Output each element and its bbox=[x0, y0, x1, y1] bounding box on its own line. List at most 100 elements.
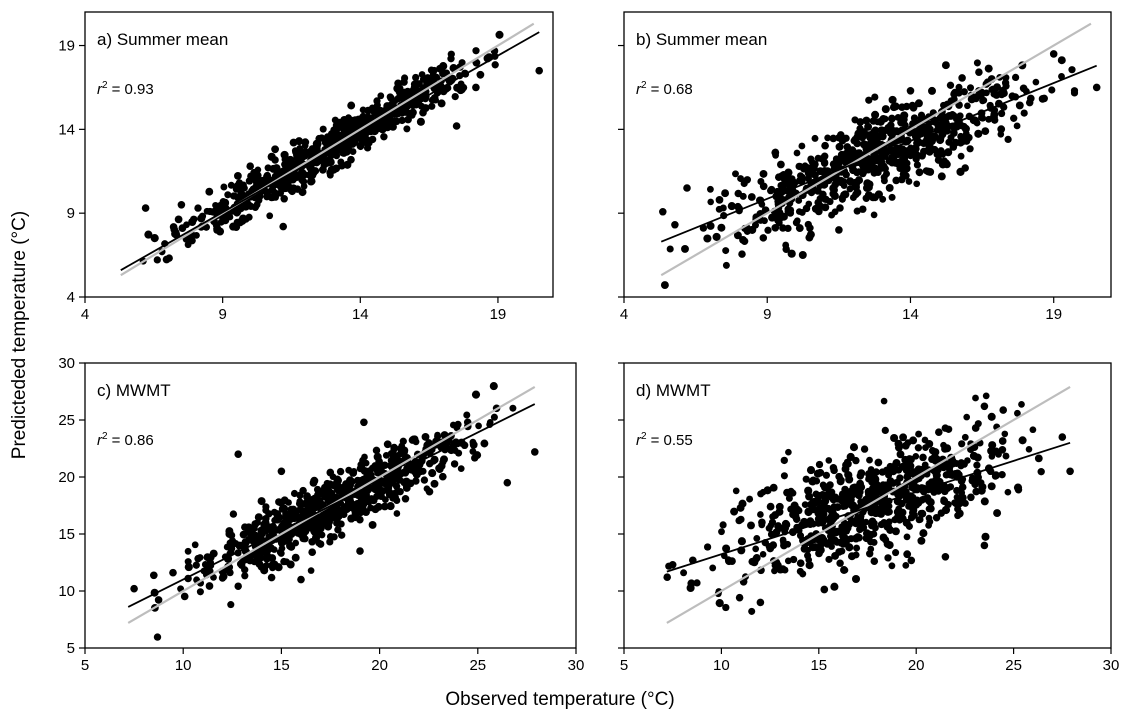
data-point bbox=[174, 215, 183, 224]
data-point bbox=[841, 566, 849, 574]
y-tick-label: 20 bbox=[58, 469, 75, 486]
data-point bbox=[808, 543, 817, 552]
data-point bbox=[935, 428, 943, 436]
data-point bbox=[937, 509, 946, 517]
data-point bbox=[287, 542, 296, 551]
data-point bbox=[326, 468, 335, 477]
data-point bbox=[295, 137, 304, 146]
data-point bbox=[858, 133, 867, 142]
data-point bbox=[930, 116, 938, 124]
x-tick-label: 25 bbox=[469, 657, 486, 674]
data-point bbox=[307, 164, 315, 172]
data-point bbox=[343, 126, 351, 134]
scatter-panel-3: 5 10 15 20 25 30 5 10 15 20 25 30 c) MWMT r2 = 0.86 bbox=[58, 355, 584, 674]
one-to-one-line bbox=[120, 22, 535, 277]
data-point bbox=[797, 172, 804, 180]
data-point bbox=[992, 447, 1001, 456]
data-point bbox=[829, 184, 838, 193]
data-point bbox=[936, 114, 944, 122]
data-point bbox=[922, 444, 929, 451]
data-point bbox=[998, 437, 1007, 445]
data-point bbox=[1002, 74, 1010, 82]
data-point bbox=[898, 462, 907, 471]
data-point bbox=[263, 193, 271, 201]
x-tick-label: 20 bbox=[371, 657, 388, 674]
panel-label: b) Summer mean bbox=[636, 30, 767, 49]
data-point bbox=[934, 156, 943, 164]
data-point bbox=[491, 61, 499, 69]
data-point bbox=[841, 501, 849, 510]
data-point bbox=[998, 471, 1006, 479]
data-point bbox=[992, 471, 1000, 480]
data-point bbox=[885, 508, 893, 516]
data-point bbox=[359, 106, 367, 114]
data-point bbox=[758, 518, 766, 527]
regression-line bbox=[127, 403, 536, 608]
data-point bbox=[256, 554, 265, 562]
data-point bbox=[853, 169, 861, 177]
data-point bbox=[805, 492, 814, 501]
data-point bbox=[915, 430, 923, 438]
data-point bbox=[709, 564, 717, 572]
data-point bbox=[718, 528, 725, 536]
r-exponent: 2 bbox=[641, 431, 647, 442]
data-point bbox=[735, 516, 743, 525]
data-point bbox=[666, 245, 674, 253]
data-point bbox=[956, 167, 965, 176]
data-point bbox=[295, 171, 303, 179]
data-point bbox=[852, 488, 860, 496]
data-point bbox=[429, 457, 437, 465]
data-point bbox=[759, 169, 768, 178]
data-point bbox=[985, 115, 993, 123]
data-point bbox=[782, 174, 790, 182]
data-point bbox=[857, 498, 865, 506]
data-point bbox=[706, 185, 714, 193]
data-point bbox=[205, 187, 214, 196]
data-point bbox=[872, 157, 880, 165]
data-point bbox=[792, 219, 800, 227]
data-point bbox=[1002, 452, 1010, 460]
data-point bbox=[680, 569, 688, 577]
data-point bbox=[715, 599, 724, 608]
data-point bbox=[781, 523, 789, 531]
data-point bbox=[789, 555, 798, 564]
data-point bbox=[859, 161, 867, 170]
data-point bbox=[764, 226, 772, 234]
data-point bbox=[722, 544, 731, 553]
data-point bbox=[780, 472, 788, 480]
data-point bbox=[875, 505, 884, 514]
data-point bbox=[830, 466, 838, 475]
data-point bbox=[1013, 122, 1021, 130]
data-point bbox=[439, 62, 448, 71]
data-point bbox=[267, 573, 276, 582]
data-point bbox=[894, 160, 902, 168]
data-point bbox=[373, 97, 381, 105]
data-point bbox=[814, 154, 822, 162]
data-point bbox=[881, 105, 890, 114]
data-point bbox=[241, 566, 249, 574]
data-point bbox=[922, 167, 930, 175]
data-point bbox=[732, 170, 739, 178]
data-point bbox=[276, 181, 285, 189]
data-point bbox=[984, 64, 993, 73]
data-point bbox=[945, 112, 954, 120]
data-point bbox=[820, 585, 829, 594]
data-point bbox=[447, 55, 455, 63]
data-point bbox=[946, 483, 955, 491]
data-point bbox=[802, 475, 810, 483]
data-point bbox=[368, 520, 377, 529]
data-point bbox=[853, 207, 861, 215]
data-point bbox=[881, 426, 889, 435]
data-point bbox=[271, 145, 279, 154]
data-point bbox=[894, 439, 903, 448]
data-point bbox=[779, 224, 787, 232]
data-point bbox=[912, 452, 920, 460]
data-point bbox=[987, 482, 996, 491]
data-point bbox=[816, 468, 825, 477]
data-point bbox=[495, 30, 504, 39]
data-point bbox=[452, 122, 461, 130]
data-point bbox=[337, 520, 345, 528]
data-point bbox=[833, 538, 841, 546]
scatter-panel-1: 4 9 14 19 4 9 14 19 a) Summer mean r2 = 0.93 bbox=[58, 11, 554, 323]
